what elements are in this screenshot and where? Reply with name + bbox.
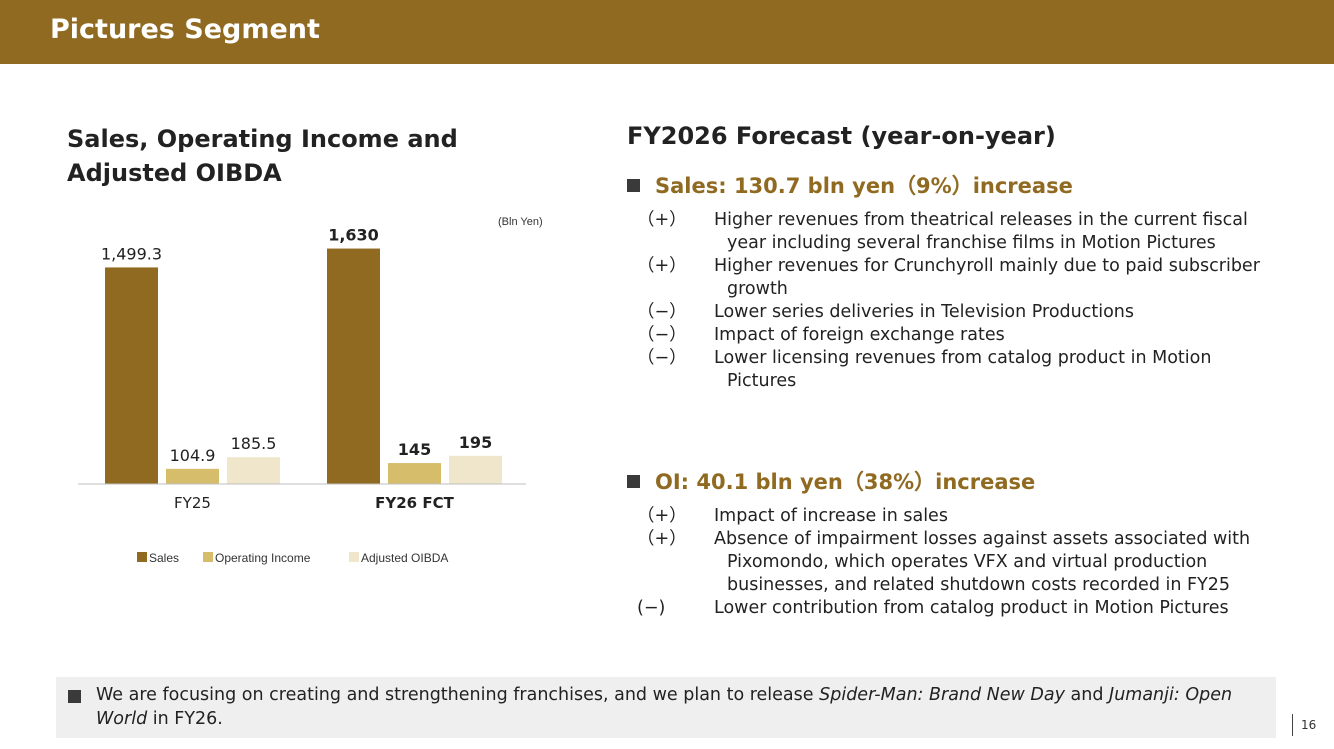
- note-film-title: Jumanji: Open World: [96, 685, 1233, 729]
- factor-item: (−) Lower contribution from catalog produ…: [637, 597, 1267, 620]
- chart-title: Sales, Operating Income and Adjusted OIB…: [67, 125, 458, 187]
- unit-label: (Bln Yen): [498, 216, 543, 228]
- factor-item: （+） Higher revenues for Crunchyroll mainl…: [637, 255, 1267, 301]
- factor-text: Lower contribution from catalog product …: [714, 598, 1229, 618]
- category-label: FY25: [174, 494, 211, 512]
- bottom-note-text: We are focusing on creating and strength…: [96, 683, 1266, 731]
- legend-swatch: [137, 552, 147, 562]
- bar-sales: [327, 248, 380, 484]
- factor-item: （−） Lower series deliveries in Television…: [637, 301, 1267, 324]
- category-label: FY26 FCT: [375, 494, 454, 512]
- factor-text: Impact of increase in sales: [714, 506, 948, 526]
- factor-text: Absence of impairment losses against ass…: [714, 529, 1251, 595]
- factor-sign: （+）: [637, 256, 687, 276]
- page-number: 16: [1301, 718, 1317, 732]
- data-label: 104.9: [170, 446, 216, 465]
- bar-chart: (Bln Yen) 1,499.3 104.9 185.5 FY25 1,630 145 19…: [78, 216, 543, 565]
- bar-adjusted-oibda: [449, 455, 502, 484]
- header-bar: Pictures Segment: [0, 0, 1334, 64]
- square-bullet-icon: [68, 690, 81, 703]
- data-label: 195: [459, 433, 492, 452]
- data-label: 185.5: [231, 434, 277, 453]
- square-bullet-icon: [627, 179, 640, 192]
- note-text: and: [1064, 685, 1110, 705]
- legend-label: Sales: [149, 551, 179, 565]
- legend-label: Adjusted OIBDA: [361, 551, 448, 565]
- factor-text: Lower licensing revenues from catalog pr…: [714, 348, 1212, 391]
- oi-factor-list: （+） Impact of increase in sales （+） Absence…: [637, 505, 1267, 620]
- factor-text: Higher revenues for Crunchyroll mainly d…: [714, 256, 1260, 299]
- factor-text: Lower series deliveries in Television Pr…: [714, 302, 1135, 322]
- factor-sign: （+）: [637, 210, 687, 230]
- legend-swatch: [349, 552, 359, 562]
- factor-item: （−） Lower licensing revenues from catalog…: [637, 347, 1267, 393]
- factor-text: Higher revenues from theatrical releases…: [714, 210, 1248, 253]
- bottom-note-box: We are focusing on creating and strength…: [56, 677, 1276, 738]
- oi-forecast-section: OI: 40.1 bln yen（38%）increase （+） Impact …: [627, 466, 1267, 620]
- factor-item: （+） Absence of impairment losses against …: [637, 528, 1267, 597]
- sales-forecast-heading-text: Sales: 130.7 bln yen（9%）increase: [655, 174, 1073, 198]
- forecast-title: FY2026 Forecast (year-on-year): [627, 122, 1056, 150]
- page-number-divider: [1292, 714, 1293, 736]
- legend-label: Operating Income: [215, 551, 311, 565]
- factor-sign: （−）: [637, 302, 687, 322]
- note-text: in FY26.: [147, 709, 223, 729]
- data-label: 145: [398, 440, 431, 459]
- factor-item: （+） Impact of increase in sales: [637, 505, 1267, 528]
- factor-sign: （+）: [637, 529, 687, 549]
- note-film-title: Spider-Man: Brand New Day: [819, 685, 1065, 705]
- bar-sales: [105, 267, 158, 484]
- factor-sign: （+）: [637, 506, 687, 526]
- square-bullet-icon: [627, 475, 640, 488]
- factor-sign: (−): [637, 598, 666, 618]
- bar-adjusted-oibda: [227, 457, 280, 484]
- bar-operating-income: [388, 463, 441, 484]
- legend-swatch: [203, 552, 213, 562]
- factor-sign: （−）: [637, 325, 687, 345]
- sales-forecast-heading: Sales: 130.7 bln yen（9%）increase: [627, 170, 1267, 200]
- factor-sign: （−）: [637, 348, 687, 368]
- oi-forecast-heading: OI: 40.1 bln yen（38%）increase: [627, 466, 1267, 496]
- factor-item: （−） Impact of foreign exchange rates: [637, 324, 1267, 347]
- sales-factor-list: （+） Higher revenues from theatrical relea…: [637, 209, 1267, 393]
- page-title: Pictures Segment: [50, 14, 320, 45]
- bar-operating-income: [166, 468, 219, 484]
- factor-item: （+） Higher revenues from theatrical relea…: [637, 209, 1267, 255]
- oi-forecast-heading-text: OI: 40.1 bln yen（38%）increase: [655, 470, 1036, 494]
- data-label: 1,499.3: [101, 244, 162, 263]
- factor-text: Impact of foreign exchange rates: [714, 325, 1005, 345]
- note-text: We are focusing on creating and strength…: [96, 685, 820, 705]
- data-label: 1,630: [328, 226, 379, 245]
- sales-forecast-section: Sales: 130.7 bln yen（9%）increase （+） High…: [627, 170, 1267, 393]
